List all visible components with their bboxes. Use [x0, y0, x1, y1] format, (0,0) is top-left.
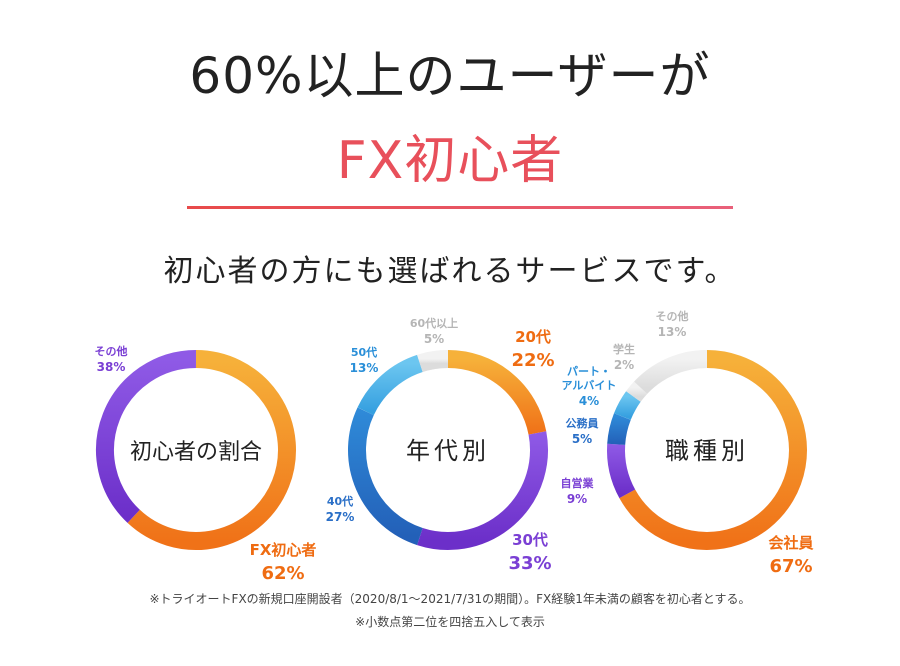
slice-label: 会社員	[768, 534, 813, 552]
donut-center-label: 初心者の割合	[130, 440, 262, 465]
slice-label: 公務員	[566, 416, 599, 430]
divider	[187, 206, 733, 209]
slice-label: 20代	[515, 328, 551, 346]
donut-slice	[626, 381, 648, 402]
donut-slice	[607, 413, 631, 446]
headline-line1: 60%以上のユーザーが	[189, 47, 711, 105]
slice-value: 33%	[508, 553, 551, 574]
slice-label: その他	[95, 344, 128, 358]
footnote-1: ※トライオートFXの新規口座開設者（2020/8/1～2021/7/31の期間）…	[149, 592, 751, 606]
footnote-2: ※小数点第二位を四捨五入して表示	[355, 615, 545, 629]
donut-center-label: 年代別	[406, 437, 490, 465]
slice-label: パート・	[567, 365, 611, 378]
headline-line2: FX初心者	[336, 131, 564, 191]
donut-chart-1: FX初心者 62% その他 38% 初心者の割合	[95, 344, 317, 584]
donut-chart-3: 会社員 67% 自営業 9% 公務員 5% パート・アルバイト 4% 学生 2% その他 13% 職種別	[561, 309, 814, 577]
slice-value: 62%	[261, 563, 304, 584]
donut-slice	[447, 350, 547, 435]
slice-value: 67%	[769, 556, 812, 577]
slice-value: 27%	[326, 510, 355, 524]
slice-value: 5%	[424, 332, 444, 346]
donut-slice	[348, 407, 423, 546]
donut-slice	[417, 350, 449, 373]
slice-label: 30代	[512, 531, 548, 549]
donut-center-label: 職種別	[665, 437, 749, 465]
donut-slice	[614, 391, 641, 421]
donut-chart-2: 20代 22% 30代 33% 40代 27% 50代 13% 60代以上 5% 年代別	[326, 316, 555, 574]
donut-slice	[619, 350, 807, 550]
slice-value: 4%	[579, 394, 599, 408]
donut-slice	[127, 350, 296, 550]
slice-label: アルバイト	[562, 379, 617, 392]
slice-label: 自営業	[561, 476, 595, 490]
slice-value: 13%	[350, 361, 379, 375]
slice-value: 2%	[614, 358, 634, 372]
donut-slice	[96, 350, 197, 523]
slice-value: 5%	[572, 432, 592, 446]
slice-label: FX初心者	[250, 541, 317, 559]
donut-slice	[634, 350, 708, 395]
slice-label: 50代	[351, 345, 377, 359]
slice-label: 40代	[327, 494, 353, 508]
donut-slice	[417, 431, 548, 550]
donut-slice	[607, 443, 636, 499]
slice-label: その他	[656, 309, 689, 323]
slice-value: 9%	[567, 492, 587, 506]
donut-slice	[357, 354, 423, 416]
slice-value: 13%	[658, 325, 687, 339]
slice-value: 22%	[511, 350, 554, 371]
slice-value: 38%	[97, 360, 126, 374]
slice-label: 学生	[613, 342, 635, 356]
subtitle: 初心者の方にも選ばれるサービスです。	[163, 254, 737, 289]
slice-label: 60代以上	[410, 316, 458, 330]
